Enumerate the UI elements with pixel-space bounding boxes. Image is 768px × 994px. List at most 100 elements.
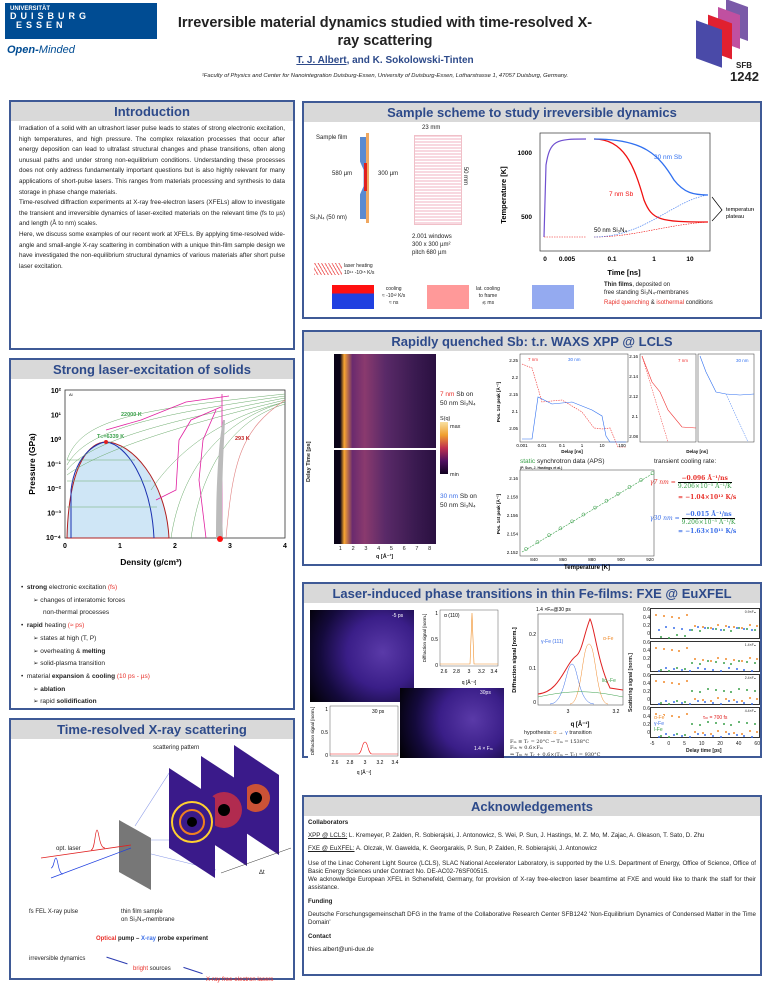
series-label: 50 nm Si₃N₄ — [594, 228, 627, 234]
inset-30ps: 30 ps 1 0.5 0 2.6 2.8 3 3.2 3.4 q [Å⁻¹] Diffrac… — [308, 702, 400, 776]
data-point — [681, 628, 683, 630]
data-point — [720, 736, 722, 738]
tick-label: 3 — [228, 543, 232, 550]
data-point — [547, 533, 551, 538]
data-point — [701, 626, 704, 628]
detector-image-minus5ps — [310, 610, 414, 704]
data-point — [756, 625, 759, 627]
y-axis-label: Scattering signal [norm.] — [628, 653, 634, 712]
x-axis-label: q [Å⁻¹] — [571, 721, 590, 728]
tick-label: 1 — [581, 443, 584, 448]
data-point — [696, 667, 699, 669]
tick-label: 2.25 — [509, 358, 518, 363]
data-point — [665, 626, 668, 628]
data-point — [707, 688, 709, 690]
temperature-plot: 1000 500 0 0.005 0.1 1 10 Time [ns] Temp… — [499, 132, 754, 277]
data-point — [722, 690, 725, 692]
data-point — [751, 670, 754, 672]
colorbar — [440, 422, 448, 474]
data-point — [717, 624, 720, 626]
data-point — [712, 702, 715, 704]
peak-label: liq.-Fe — [602, 678, 616, 684]
logo-line: DUISBURG — [10, 11, 91, 21]
data-point — [756, 698, 759, 700]
sub-bullet: ➢ changes of interatomic forces — [33, 596, 126, 604]
y-axis-label: Pos. 1st peak [Å⁻¹] — [495, 493, 501, 534]
data-point — [707, 721, 709, 723]
data-point — [701, 659, 704, 661]
data-point — [678, 683, 681, 685]
inset-alpha-110: α (110) 1 0.5 02.6 2.8 3 3.2 3.4 q [Å⁻¹] Diffr… — [420, 606, 502, 686]
scattering-panel: 0.9×Fₘ 0.6 0.4 0.2 0 — [643, 607, 760, 639]
data-point — [753, 723, 756, 725]
trxs-section: Time-resolved X-ray scattering scatterin… — [9, 718, 295, 983]
data-point — [738, 688, 741, 690]
data-point — [686, 713, 689, 715]
data-point — [727, 667, 730, 669]
university-logo: UNIVERSITÄT DUISBURG ESSEN — [5, 3, 157, 39]
x-axis-label: q [Å⁻¹] — [357, 769, 372, 776]
coauthors: , and K. Sokolowski-Tinten — [346, 55, 474, 66]
y-axis-label: Diffraction signal [norm.] — [310, 707, 315, 755]
data-point — [696, 626, 699, 628]
tick-label: 0 — [63, 543, 67, 550]
data-point — [675, 667, 678, 669]
data-point — [730, 663, 733, 665]
data-point — [738, 627, 741, 629]
tick-label: 60 — [754, 741, 760, 747]
tick-label: 2.6 — [332, 760, 339, 766]
tick-label: 0 — [667, 741, 671, 747]
data-point — [743, 669, 746, 671]
collaborators-heading: Collaborators — [308, 819, 349, 826]
bright-sources-label: bright sources — [133, 966, 171, 972]
data-point — [738, 660, 741, 662]
tick-label: 3 — [364, 546, 368, 552]
plot-title: 1.4 ×Fₘ@30 ps — [536, 607, 571, 613]
tick-label: 0.2 — [643, 623, 650, 629]
tick-label: 6 — [402, 546, 406, 552]
data-point — [709, 627, 712, 629]
tick-label: 10⁻¹ — [47, 462, 61, 469]
plateau-label: temperature — [726, 207, 754, 213]
tick-label: 0 — [647, 631, 650, 637]
data-point — [673, 734, 676, 736]
x-tick: 10 — [686, 256, 694, 263]
presenting-author: T. J. Albert — [296, 55, 347, 66]
intro-paragraph: Irradiation of a solid with an ultrashor… — [19, 125, 285, 196]
label: Sample film — [316, 135, 348, 141]
section-title: Time-resolved X-ray scattering — [11, 720, 293, 739]
colorbar-min: min — [450, 472, 459, 478]
data-point — [657, 703, 660, 705]
data-point — [673, 627, 676, 629]
isotherm-label-cold: 293 K — [235, 436, 250, 442]
data-point — [678, 716, 681, 718]
data-point — [738, 721, 741, 723]
data-point — [720, 703, 722, 705]
data-point — [701, 699, 704, 701]
data-point — [725, 731, 728, 733]
tick-label: 0.6 — [643, 640, 650, 646]
tick-label: 0.2 — [643, 656, 650, 662]
tick-label: 0.001 — [516, 443, 528, 448]
sample-film-shape — [364, 163, 367, 191]
data-point — [675, 634, 678, 636]
data-point — [746, 722, 748, 724]
contact-email[interactable]: thies.albert@uni-due.de — [308, 946, 374, 953]
data-point — [558, 526, 563, 531]
tick-label: 880 — [588, 557, 596, 562]
label: 580 µm — [332, 171, 353, 177]
data-point — [688, 670, 691, 672]
label: Si₃N₄ (50 nm) — [310, 215, 347, 221]
data-point — [743, 702, 746, 704]
data-point — [746, 628, 748, 630]
data-point — [720, 629, 722, 631]
tick-label: 0.4 — [643, 648, 650, 654]
data-point — [694, 625, 696, 627]
label: 50 mm — [462, 166, 469, 186]
tick-label: 2.6 — [441, 669, 448, 675]
cooled-block — [532, 285, 574, 309]
data-point — [722, 662, 725, 664]
data-point — [655, 680, 657, 682]
intro-paragraph: Here, we discuss some examples of our re… — [19, 230, 285, 270]
experiment-caption: Optical pump – X-ray probe experiment — [95, 936, 209, 942]
